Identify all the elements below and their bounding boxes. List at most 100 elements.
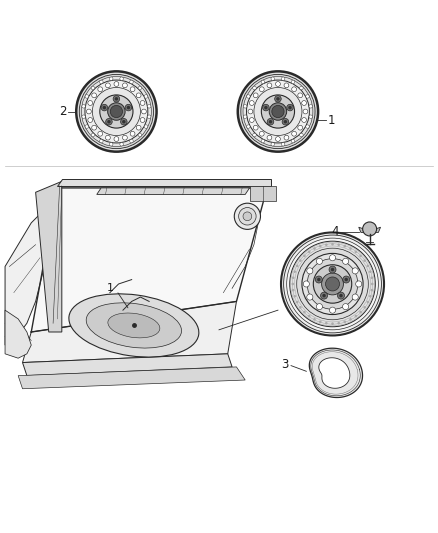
Circle shape xyxy=(343,320,346,323)
Circle shape xyxy=(76,71,156,152)
Circle shape xyxy=(259,87,264,92)
Circle shape xyxy=(364,259,366,262)
Circle shape xyxy=(249,101,254,106)
Circle shape xyxy=(338,292,344,299)
Circle shape xyxy=(120,77,124,80)
Circle shape xyxy=(244,115,247,118)
Circle shape xyxy=(120,118,127,125)
Circle shape xyxy=(296,301,298,303)
Circle shape xyxy=(329,266,336,273)
Circle shape xyxy=(329,255,336,261)
Circle shape xyxy=(319,320,321,323)
Circle shape xyxy=(337,244,340,246)
Polygon shape xyxy=(97,188,250,195)
Circle shape xyxy=(148,104,151,108)
Circle shape xyxy=(288,106,292,109)
Circle shape xyxy=(356,281,362,287)
Circle shape xyxy=(86,109,91,114)
Circle shape xyxy=(276,97,280,101)
Circle shape xyxy=(253,93,258,98)
Circle shape xyxy=(317,278,321,281)
Circle shape xyxy=(292,87,297,92)
Circle shape xyxy=(313,265,352,303)
Polygon shape xyxy=(22,302,237,362)
Circle shape xyxy=(244,104,247,108)
Circle shape xyxy=(302,101,307,106)
Circle shape xyxy=(299,259,302,262)
Circle shape xyxy=(281,142,285,146)
Circle shape xyxy=(344,278,348,281)
Circle shape xyxy=(248,109,253,114)
Circle shape xyxy=(82,115,85,118)
Circle shape xyxy=(359,255,362,257)
Circle shape xyxy=(276,82,280,86)
Circle shape xyxy=(140,118,145,123)
Circle shape xyxy=(267,118,274,125)
Circle shape xyxy=(313,318,316,321)
Circle shape xyxy=(100,95,133,128)
Circle shape xyxy=(99,80,103,84)
Circle shape xyxy=(343,304,349,310)
Text: 1: 1 xyxy=(106,284,113,293)
Circle shape xyxy=(115,97,118,101)
Circle shape xyxy=(249,118,254,123)
Circle shape xyxy=(141,109,146,114)
Circle shape xyxy=(138,133,141,136)
Circle shape xyxy=(114,82,119,86)
Circle shape xyxy=(241,75,315,149)
Circle shape xyxy=(331,243,334,246)
Polygon shape xyxy=(5,310,31,358)
Circle shape xyxy=(281,77,285,80)
Circle shape xyxy=(107,120,111,124)
Circle shape xyxy=(291,282,294,285)
Circle shape xyxy=(291,139,295,143)
Circle shape xyxy=(106,118,112,125)
Circle shape xyxy=(343,258,349,264)
Circle shape xyxy=(316,304,322,310)
Circle shape xyxy=(371,289,373,292)
Circle shape xyxy=(269,103,287,120)
Ellipse shape xyxy=(86,303,181,348)
Circle shape xyxy=(81,77,151,147)
Circle shape xyxy=(267,135,272,140)
Circle shape xyxy=(261,139,265,143)
Circle shape xyxy=(243,77,313,147)
Circle shape xyxy=(261,95,294,128)
Circle shape xyxy=(92,125,96,130)
Circle shape xyxy=(369,295,371,297)
Circle shape xyxy=(144,125,148,128)
Circle shape xyxy=(91,86,95,90)
Circle shape xyxy=(136,93,141,98)
Circle shape xyxy=(88,118,93,123)
Circle shape xyxy=(299,306,302,309)
Circle shape xyxy=(238,71,318,152)
Polygon shape xyxy=(250,185,276,201)
Circle shape xyxy=(108,103,125,120)
Circle shape xyxy=(79,75,153,149)
Circle shape xyxy=(369,270,371,273)
Circle shape xyxy=(136,125,141,130)
Circle shape xyxy=(308,315,311,318)
Circle shape xyxy=(284,135,289,140)
Circle shape xyxy=(287,104,293,111)
Circle shape xyxy=(284,120,287,124)
Circle shape xyxy=(92,87,141,135)
Circle shape xyxy=(120,142,124,146)
Circle shape xyxy=(130,80,133,84)
Circle shape xyxy=(284,83,289,88)
Circle shape xyxy=(371,277,373,279)
Circle shape xyxy=(352,294,358,300)
Circle shape xyxy=(322,294,326,297)
Circle shape xyxy=(359,311,362,313)
Circle shape xyxy=(85,80,148,143)
Polygon shape xyxy=(31,188,267,332)
Circle shape xyxy=(303,281,309,287)
Circle shape xyxy=(319,245,321,247)
Circle shape xyxy=(98,131,102,136)
Circle shape xyxy=(110,77,113,80)
Circle shape xyxy=(253,125,258,130)
Circle shape xyxy=(337,322,340,325)
Text: 2: 2 xyxy=(59,105,66,118)
Circle shape xyxy=(247,125,250,128)
Circle shape xyxy=(300,133,303,136)
